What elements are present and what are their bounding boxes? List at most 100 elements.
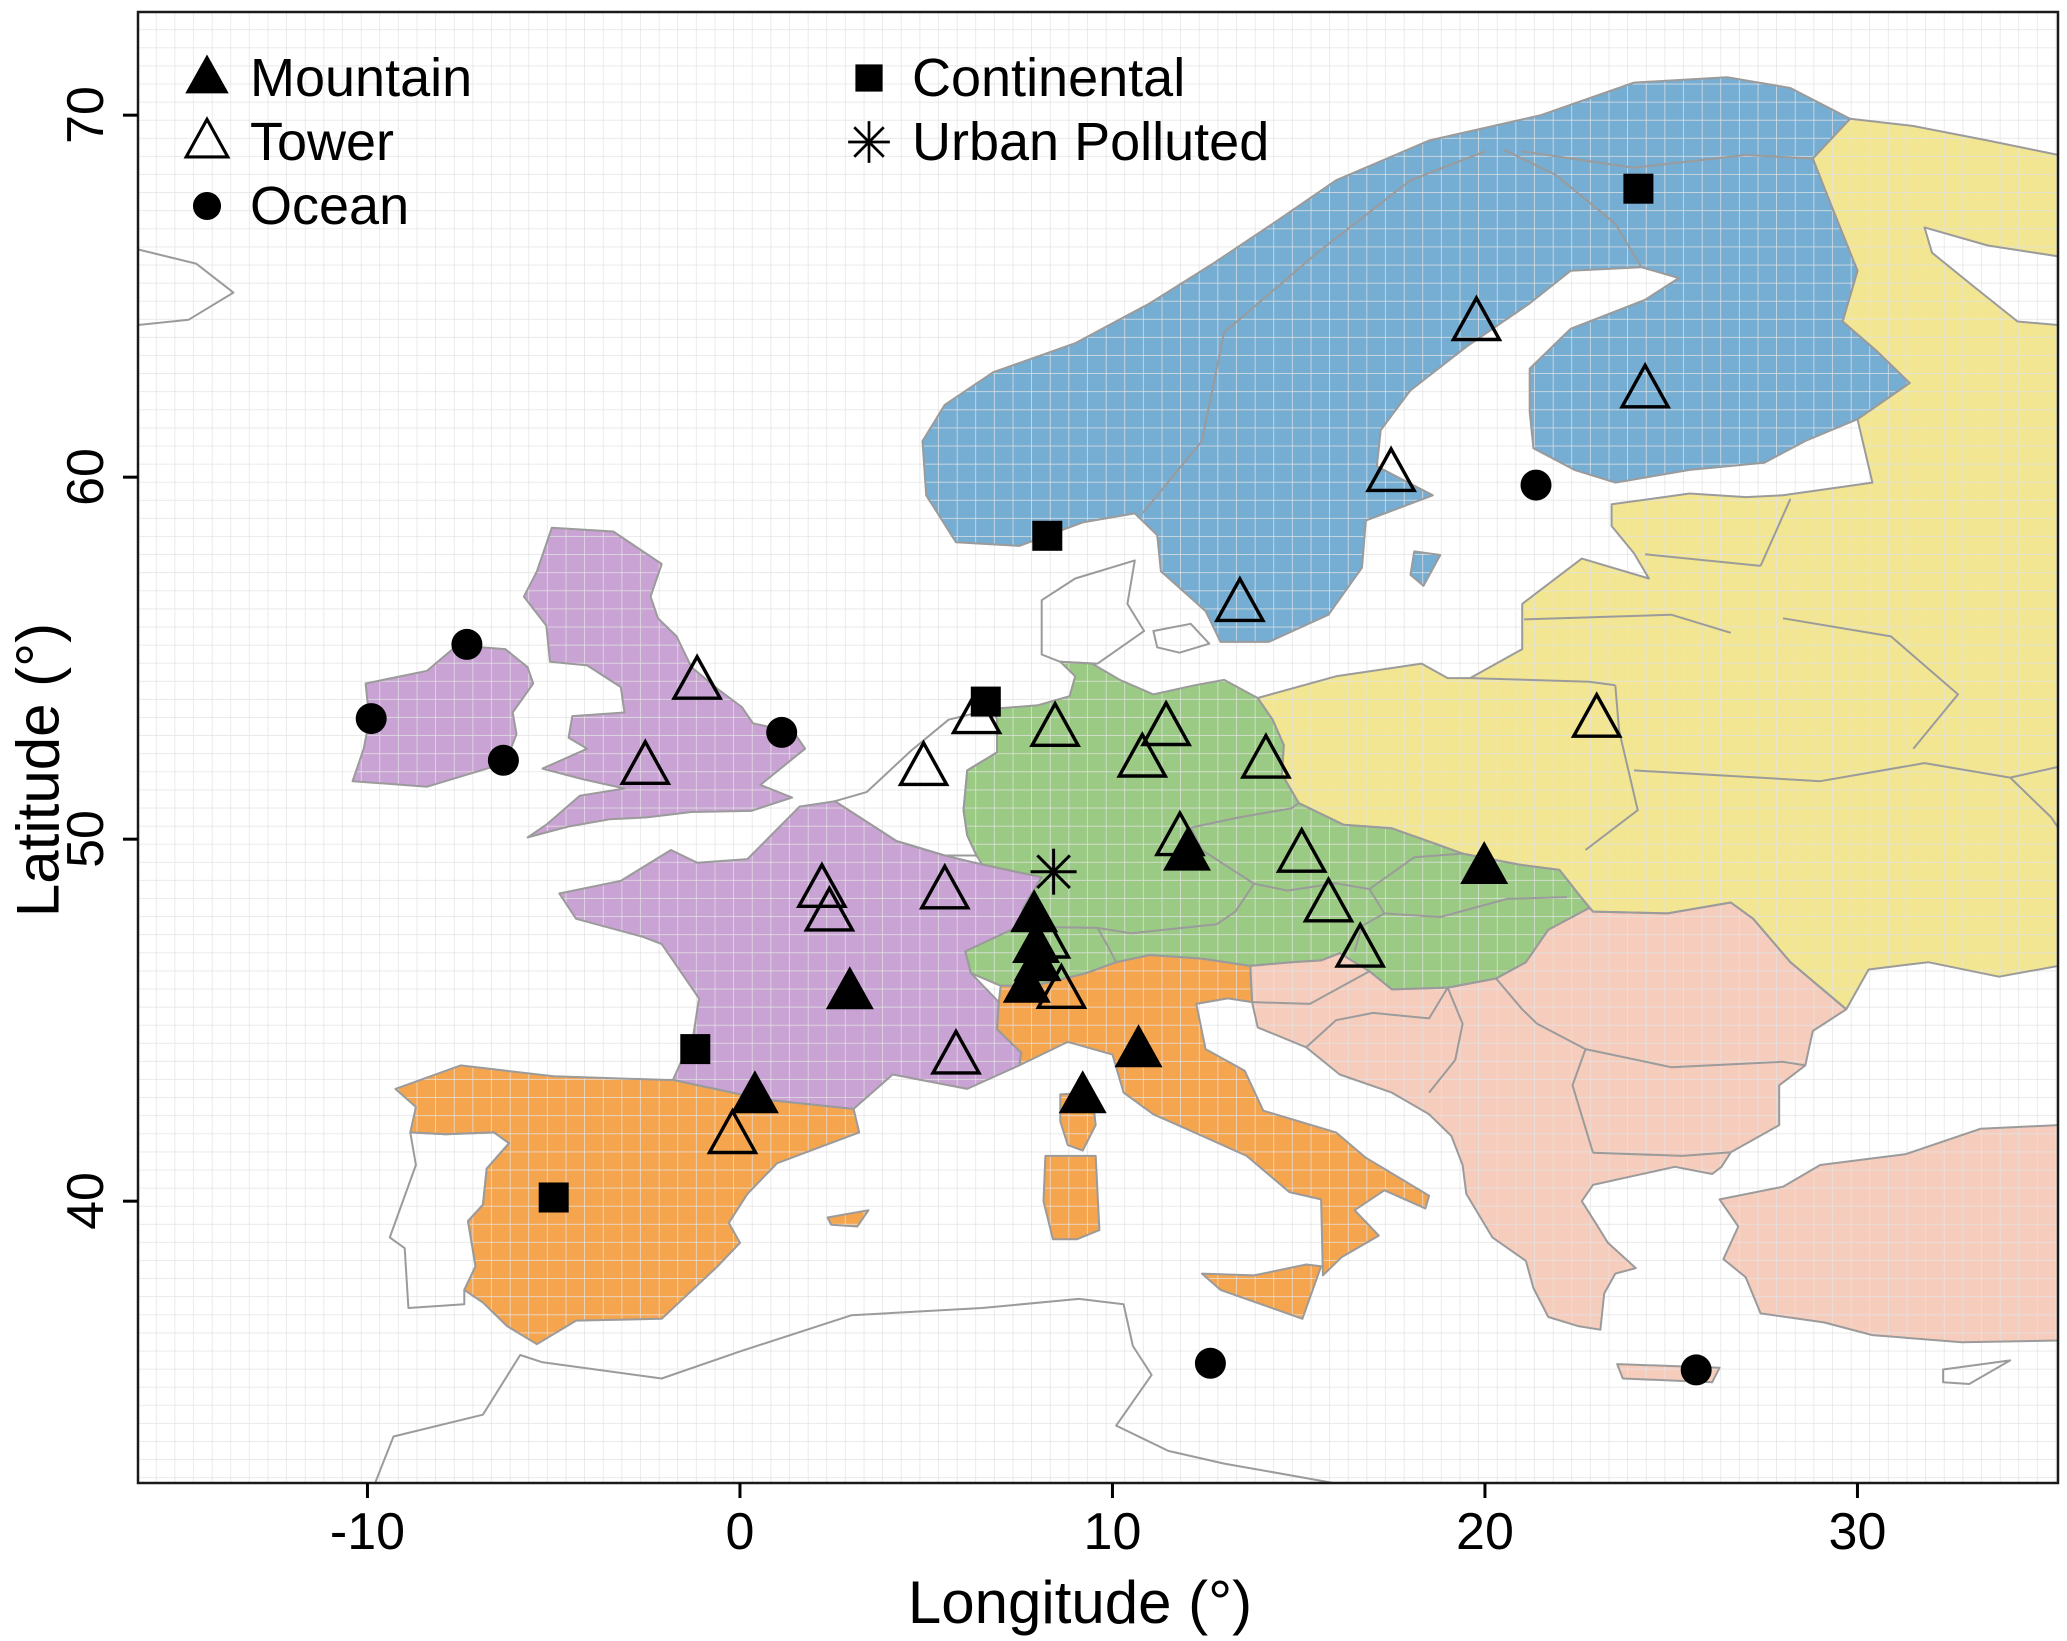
station-markers [355,173,1712,1386]
x-tick-label: -10 [329,1503,406,1561]
outline-mallorca [826,1209,870,1228]
border-slovenia-croatia [1252,970,1370,1005]
africa-coast [374,1297,1337,1483]
station-marker-tower [1302,875,1355,923]
station-marker-ocean [1680,1354,1712,1386]
legend-column-0: Mountain Tower Ocean [178,46,472,238]
country-borders [138,76,2058,1483]
legend-label-ocean: Ocean [250,176,410,236]
legend-column-1: Continental Urban Polluted [840,46,1269,174]
station-marker-mountain [1163,827,1211,871]
continental-legend-icon [855,64,883,92]
y-axis-title: Latitude (°) [4,622,72,918]
border-sweden-finland [1503,148,1643,268]
panel-frame [136,10,2060,1485]
legend-item-tower: Tower [178,110,472,174]
outline-portugal [388,1131,510,1309]
border-poland-lithuania [1470,677,1616,687]
station-marker-tower [1019,911,1072,959]
legend-item-ocean: Ocean [178,174,472,238]
legend-label-tower: Tower [250,112,395,172]
border-serbia-bosnia [1428,987,1464,1094]
station-marker-tower [1365,445,1417,493]
station-marker-continental [538,1182,569,1213]
outline-turkey [1718,1124,2058,1344]
station-marker-tower [706,1107,759,1155]
border-bulgaria-serbia [1571,1048,1594,1153]
station-marker-mountain [1114,1024,1163,1068]
x-tick-label: 10 [1083,1503,1142,1561]
y-tick-label: 60 [57,448,115,507]
legend-label-continental: Continental [912,48,1186,108]
station-marker-ocean [766,716,798,748]
x-axis-title: Longitude (°) [907,1569,1253,1636]
legend-item-urban: Urban Polluted [840,110,1269,174]
station-marker-urban [1030,848,1077,895]
outline-cyprus [1942,1359,2012,1385]
station-marker-tower [1450,294,1503,342]
border-belarus-ukraine [1633,762,2058,783]
station-marker-tower [619,738,672,785]
plot-area [138,12,2058,1483]
border-poland-east [1584,685,1639,851]
border-greece-bulgaria [1592,1151,1731,1157]
border-belarus-russia [1782,617,1959,750]
station-marker-tower [1619,361,1671,409]
border-finland-norway [1522,150,1813,169]
station-marker-continental [1623,173,1654,204]
station-marker-ocean [1194,1347,1226,1379]
border-romania-serbia [1495,977,1538,1025]
border-germany-austria [1023,883,1255,935]
station-marker-tower [1214,575,1266,623]
station-marker-tower [1570,691,1623,738]
station-marker-mountain [730,1070,779,1114]
outline-benelux [833,707,998,857]
tower-legend-icon [183,116,231,159]
station-marker-continental [970,686,1001,717]
border-croatia-bosnia [1305,987,1449,1049]
outline-denmark-zealand [1152,622,1211,654]
station-marker-ocean [451,628,483,660]
station-marker-tower [1154,809,1206,857]
station-marker-mountain [1460,841,1509,884]
station-marker-tower [796,861,848,908]
station-marker-tower [1334,921,1387,968]
mountain-legend-icon [185,54,229,94]
graticule-grid [138,12,2058,1483]
station-marker-ocean [487,744,519,776]
iceland-coast [138,248,235,326]
outline-france [558,800,1043,1110]
legend-item-continental: Continental [840,46,1269,110]
station-marker-tower [1035,962,1088,1009]
outline-great-britain [522,526,807,839]
border-swiss-austria [1096,927,1118,963]
legend-item-mountain: Mountain [178,46,472,110]
legend-label-mountain: Mountain [250,48,473,108]
urban-legend-icon [848,121,890,163]
station-marker-tower [918,862,971,910]
outline-fennoscandia [921,76,1911,643]
border-ukraine-russia [2009,776,2058,829]
station-marker-continental [680,1034,711,1065]
x-tick-label: 0 [725,1503,755,1561]
station-marker-ocean [1520,469,1552,501]
y-tick-label: 40 [57,1172,115,1231]
station-marker-tower [803,884,856,932]
station-marker-tower [1275,826,1328,873]
outline-sardinia [1042,1154,1101,1241]
station-marker-tower [897,739,950,787]
legend-label-urban: Urban Polluted [912,112,1270,172]
outline-sicily [1200,1263,1323,1320]
x-tick-label: 30 [1828,1503,1887,1561]
station-marker-tower [930,1027,982,1075]
station-marker-mountain [1058,1070,1107,1114]
border-danube [1536,1022,1806,1069]
station-marker-tower [671,653,723,700]
station-marker-continental [1032,520,1063,551]
station-marker-ocean [355,703,387,735]
border-czech-south [1189,827,1463,892]
station-marker-mountain [825,966,874,1010]
station-marker-mountain [1002,959,1051,1003]
